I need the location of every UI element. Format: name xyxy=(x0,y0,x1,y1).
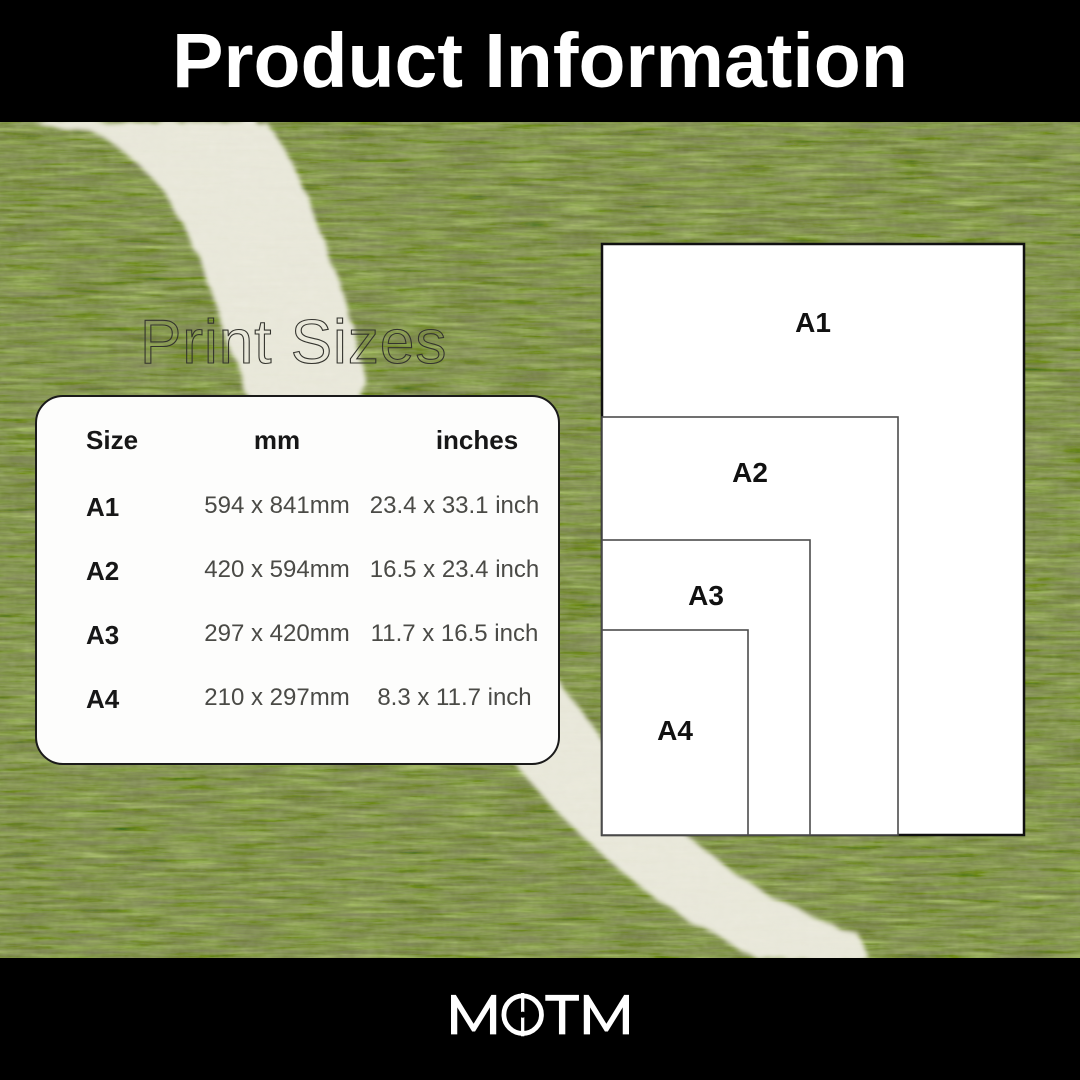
svg-text:A4: A4 xyxy=(657,715,693,746)
svg-text:A3: A3 xyxy=(688,580,724,611)
svg-text:A2: A2 xyxy=(732,457,768,488)
svg-text:A1: A1 xyxy=(795,307,831,338)
